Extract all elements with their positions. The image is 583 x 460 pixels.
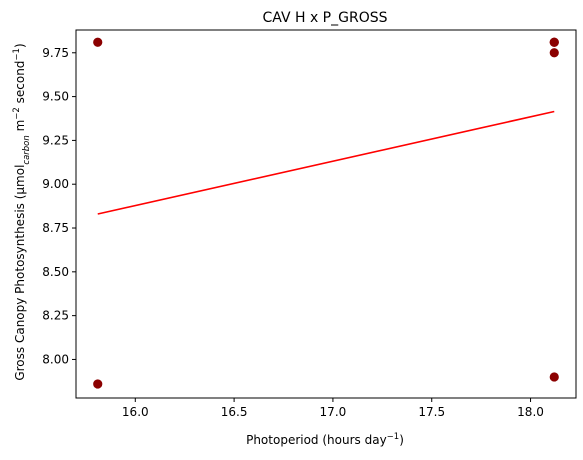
plot-frame <box>75 29 577 399</box>
x-tick-label: 17.0 <box>320 405 347 419</box>
y-tick-label: 9.25 <box>42 133 69 147</box>
regression-line <box>97 110 555 215</box>
x-axis-ticks: 16.0 16.5 17.0 17.5 18.0 <box>122 398 544 419</box>
y-axis-ticks: 8.00 8.25 8.50 8.75 9.00 9.25 9.50 9.75 <box>42 46 76 366</box>
plot-marks <box>93 37 559 389</box>
y-tick-label: 8.00 <box>42 352 69 366</box>
scatter-point <box>93 379 103 389</box>
x-axis-title: Photoperiod (hours day−1) <box>246 432 404 447</box>
scatter-point <box>549 48 559 58</box>
y-tick-label: 9.50 <box>42 90 69 104</box>
y-tick-label: 9.75 <box>42 46 69 60</box>
y-tick-label: 8.75 <box>42 221 69 235</box>
x-tick-label: 18.0 <box>517 405 544 419</box>
y-tick-label: 8.50 <box>42 265 69 279</box>
chart-title: CAV H x P_GROSS <box>262 10 387 26</box>
y-tick-label: 9.00 <box>42 177 69 191</box>
scatter-point <box>549 372 559 382</box>
x-tick-label: 17.5 <box>418 405 445 419</box>
y-tick-label: 8.25 <box>42 309 69 323</box>
x-tick-label: 16.0 <box>122 405 149 419</box>
x-tick-label: 16.5 <box>221 405 248 419</box>
y-axis-title: Gross Canopy Photosynthesis (µmolcarbon … <box>12 43 32 380</box>
scatter-point <box>93 37 103 47</box>
scatter-point <box>549 37 559 47</box>
